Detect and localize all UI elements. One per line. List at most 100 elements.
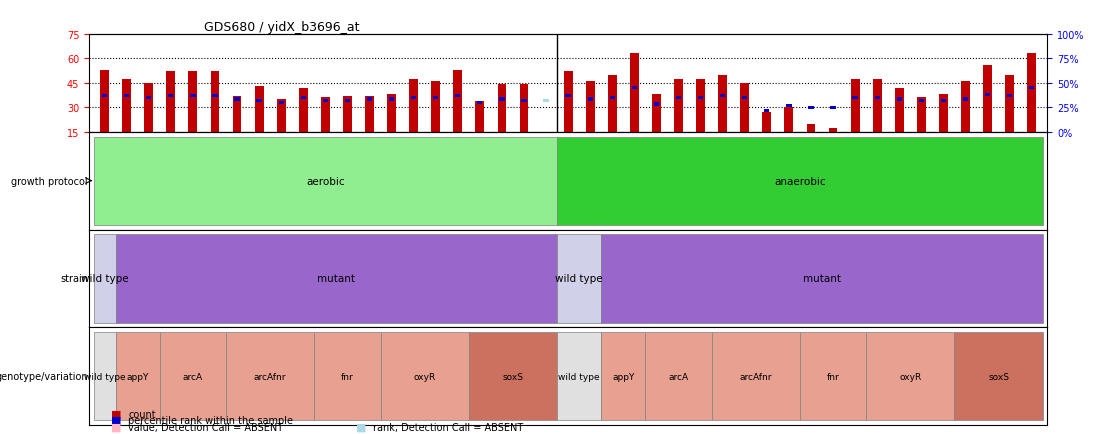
Bar (188, 72, 197, 132)
Bar (940, 100, 946, 103)
Text: arcAfnr: arcAfnr (254, 372, 286, 381)
Bar (897, 98, 902, 102)
Bar (256, 100, 262, 103)
Text: ■: ■ (111, 422, 121, 432)
Bar (190, 95, 196, 98)
Bar (742, 96, 747, 100)
Bar (476, 102, 485, 132)
Bar (874, 96, 880, 100)
Bar (211, 72, 219, 132)
Bar (652, 95, 661, 132)
Bar (124, 95, 129, 98)
Bar (276, 100, 285, 132)
Bar (1007, 95, 1013, 98)
Bar (541, 132, 550, 148)
Bar (917, 98, 926, 132)
Bar (367, 98, 372, 102)
FancyBboxPatch shape (867, 332, 955, 421)
Bar (961, 82, 970, 132)
Bar (566, 95, 570, 98)
Bar (411, 96, 417, 100)
Text: appY: appY (612, 372, 635, 381)
Text: value, Detection Call = ABSENT: value, Detection Call = ABSENT (128, 422, 283, 432)
Text: aerobic: aerobic (306, 176, 344, 186)
Bar (146, 96, 152, 100)
Bar (388, 95, 395, 132)
Text: genotype/variation: genotype/variation (0, 372, 88, 381)
Bar (609, 96, 615, 100)
Bar (278, 102, 284, 105)
Text: rank, Detection Call = ABSENT: rank, Detection Call = ABSENT (373, 422, 524, 432)
FancyBboxPatch shape (159, 332, 226, 421)
Text: wild type: wild type (84, 372, 126, 381)
Bar (1029, 87, 1035, 90)
FancyBboxPatch shape (557, 332, 602, 421)
FancyBboxPatch shape (314, 332, 381, 421)
Text: arcAfnr: arcAfnr (740, 372, 772, 381)
Bar (807, 124, 815, 132)
FancyBboxPatch shape (226, 332, 314, 421)
FancyBboxPatch shape (645, 332, 712, 421)
Bar (851, 80, 860, 132)
Bar (343, 96, 352, 132)
Bar (365, 96, 374, 132)
Bar (676, 96, 681, 100)
Bar (168, 95, 174, 98)
Bar (829, 129, 838, 132)
Bar (234, 98, 240, 102)
Bar (629, 54, 638, 132)
Bar (764, 109, 770, 113)
Bar (321, 98, 330, 132)
Bar (344, 100, 350, 103)
FancyBboxPatch shape (94, 332, 116, 421)
Bar (762, 113, 771, 132)
Text: GDS680 / yidX_b3696_at: GDS680 / yidX_b3696_at (204, 20, 360, 33)
Bar (741, 83, 749, 132)
Bar (299, 89, 307, 132)
Text: soxS: soxS (988, 372, 1009, 381)
FancyBboxPatch shape (469, 332, 557, 421)
Bar (586, 82, 595, 132)
Bar (453, 70, 462, 132)
Text: growth protocol: growth protocol (11, 176, 88, 186)
Bar (786, 105, 792, 108)
Bar (456, 95, 460, 98)
FancyBboxPatch shape (800, 332, 867, 421)
Text: strain: strain (60, 274, 88, 284)
Bar (872, 80, 881, 132)
Bar (674, 80, 683, 132)
Bar (895, 89, 903, 132)
Bar (939, 95, 948, 132)
Bar (433, 96, 438, 100)
FancyBboxPatch shape (602, 235, 1043, 323)
FancyBboxPatch shape (94, 137, 557, 225)
Text: wild type: wild type (80, 274, 128, 284)
FancyBboxPatch shape (955, 332, 1043, 421)
Text: mutant: mutant (317, 274, 355, 284)
Text: soxS: soxS (502, 372, 524, 381)
Bar (477, 102, 482, 105)
Bar (255, 87, 264, 132)
Text: ■: ■ (356, 422, 367, 432)
Bar (100, 70, 109, 132)
Text: ■: ■ (111, 415, 121, 425)
Bar (654, 103, 659, 106)
Bar (323, 100, 328, 103)
Bar (696, 80, 705, 132)
FancyBboxPatch shape (557, 235, 602, 323)
Bar (919, 100, 924, 103)
Bar (499, 98, 505, 102)
Bar (698, 96, 703, 100)
FancyBboxPatch shape (557, 137, 1043, 225)
Bar (519, 85, 528, 132)
Text: count: count (128, 409, 156, 419)
FancyBboxPatch shape (116, 235, 557, 323)
Bar (498, 85, 507, 132)
FancyBboxPatch shape (116, 332, 159, 421)
Bar (409, 80, 418, 132)
Bar (1005, 76, 1014, 132)
FancyBboxPatch shape (712, 332, 800, 421)
FancyBboxPatch shape (381, 332, 469, 421)
Bar (852, 96, 858, 100)
Bar (784, 108, 793, 132)
